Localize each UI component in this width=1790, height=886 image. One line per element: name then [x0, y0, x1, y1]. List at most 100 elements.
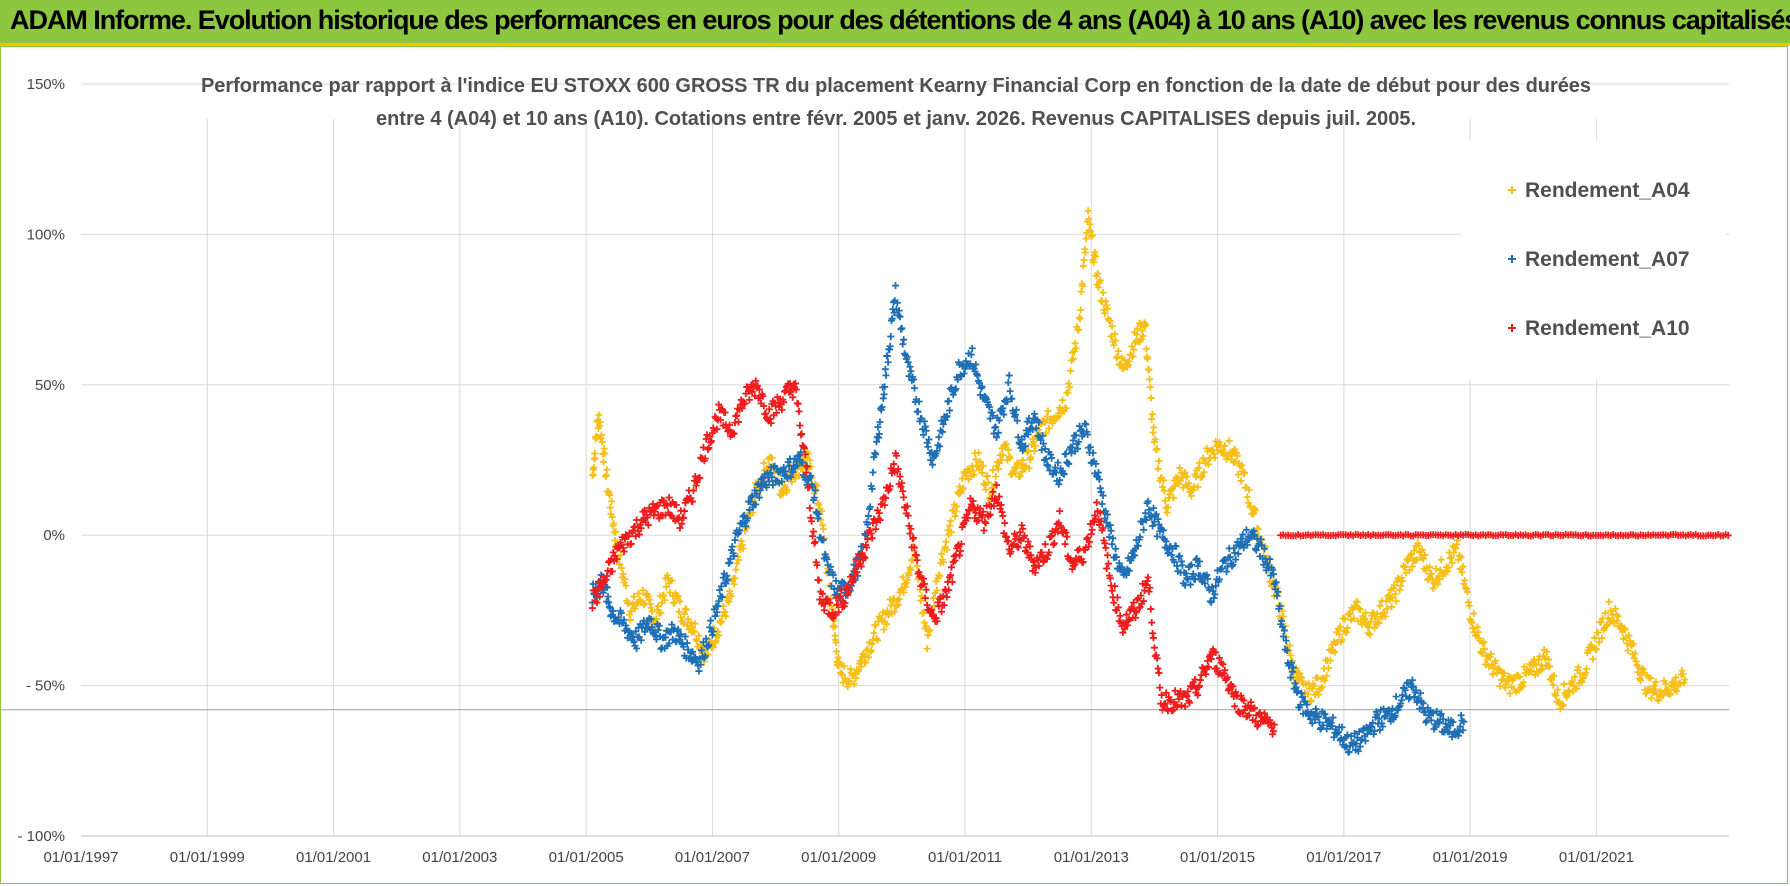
data-point [1272, 578, 1280, 586]
data-point [789, 393, 797, 401]
data-point [895, 595, 903, 603]
data-point [1547, 676, 1555, 684]
data-point [1144, 355, 1152, 363]
data-point [852, 556, 860, 564]
data-point [1134, 325, 1141, 333]
data-point [881, 501, 889, 509]
legend-label: Rendement_A10 [1525, 317, 1690, 340]
data-point [616, 560, 624, 568]
data-point [1106, 521, 1114, 529]
data-point [759, 392, 767, 400]
data-point [810, 539, 818, 547]
y-tick-label: - 100% [17, 828, 65, 845]
data-point [1406, 566, 1414, 574]
data-point [1099, 524, 1107, 532]
data-point [695, 667, 703, 675]
data-point [1321, 710, 1329, 718]
data-point [1006, 454, 1014, 462]
data-point [920, 619, 928, 627]
data-point [1392, 597, 1400, 605]
data-point [1212, 582, 1220, 590]
data-point [846, 665, 854, 673]
data-point [907, 525, 915, 533]
data-point [1437, 710, 1445, 718]
data-point [1148, 619, 1156, 627]
data-point [1421, 708, 1429, 716]
data-point [1097, 517, 1105, 525]
data-point [662, 633, 670, 641]
data-point [1148, 513, 1156, 521]
data-point [929, 594, 937, 602]
data-point [769, 481, 777, 489]
data-point [1356, 606, 1364, 614]
data-point [840, 662, 848, 670]
data-point [1169, 494, 1177, 502]
data-point [1150, 504, 1158, 512]
data-point [999, 512, 1007, 520]
data-point [1453, 540, 1461, 548]
data-point [1022, 543, 1030, 551]
data-point [1142, 581, 1150, 589]
data-point [1343, 628, 1351, 636]
data-point [672, 501, 680, 509]
data-point [1067, 367, 1075, 375]
data-point [816, 596, 824, 604]
data-point [723, 572, 731, 580]
data-point [1215, 575, 1223, 583]
data-point [1455, 728, 1463, 736]
data-point [1065, 460, 1073, 468]
data-point [1549, 681, 1557, 689]
data-point [680, 514, 688, 522]
data-point [818, 590, 826, 598]
x-tick-label: 01/01/1997 [43, 849, 118, 866]
data-point [1103, 519, 1111, 527]
data-point [1280, 627, 1288, 635]
data-point [978, 513, 986, 521]
data-point [841, 599, 849, 607]
data-point [674, 625, 682, 633]
data-point [1151, 435, 1159, 443]
data-point [1605, 598, 1613, 606]
data-point [1467, 617, 1475, 625]
data-point [611, 536, 619, 544]
data-point [1321, 677, 1329, 685]
data-point [1427, 570, 1435, 578]
data-point [938, 550, 946, 558]
data-point [1417, 689, 1425, 697]
data-point [705, 444, 713, 452]
data-point [1462, 584, 1470, 592]
data-point [1106, 317, 1114, 325]
data-point [651, 508, 659, 516]
data-point [1457, 711, 1465, 719]
data-point [852, 674, 860, 682]
data-point [1286, 641, 1294, 649]
data-point [1410, 546, 1418, 554]
legend-label: Rendement_A07 [1525, 248, 1690, 271]
data-point [1229, 561, 1237, 569]
data-point [1345, 748, 1353, 756]
data-point [717, 618, 725, 626]
data-point [823, 595, 831, 603]
data-point [1196, 459, 1204, 467]
data-point [741, 399, 749, 407]
data-point [1114, 603, 1122, 611]
data-point [913, 556, 921, 564]
data-point [1112, 545, 1120, 553]
data-point [713, 608, 721, 616]
data-point [806, 456, 814, 464]
data-point [730, 552, 738, 560]
data-point [826, 599, 834, 607]
data-point [1098, 500, 1106, 508]
data-point [981, 481, 989, 489]
data-point [1678, 667, 1686, 675]
data-point [1402, 569, 1410, 577]
data-point [948, 578, 956, 586]
data-point [1454, 732, 1462, 740]
data-point [957, 540, 965, 548]
data-point [620, 548, 628, 556]
data-point [742, 522, 750, 530]
data-point [893, 299, 901, 307]
data-point [1629, 640, 1637, 648]
data-point [1000, 411, 1008, 419]
data-point [1353, 598, 1361, 606]
